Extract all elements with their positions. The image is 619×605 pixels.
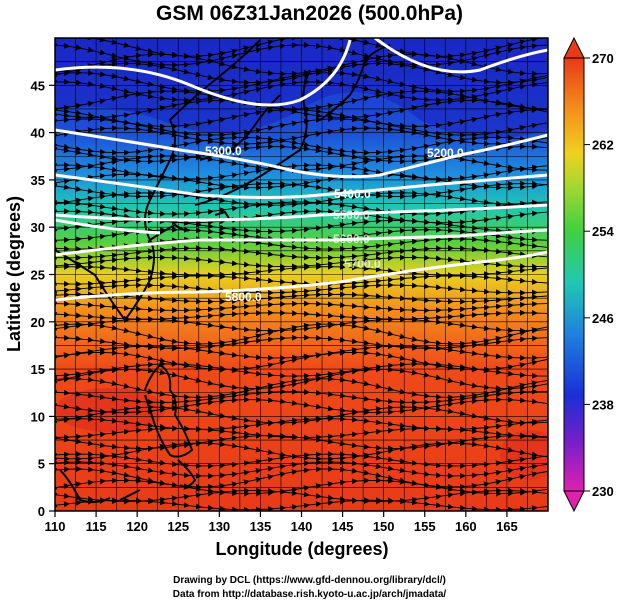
y-tick-label: 30: [31, 220, 45, 235]
x-tick-label: 160: [455, 519, 477, 534]
x-tick-label: 125: [167, 519, 189, 534]
x-tick-label: 145: [332, 519, 354, 534]
colorbar: 230 238 246 254 262 270: [563, 36, 614, 513]
y-tick-label: 20: [31, 315, 45, 330]
y-axis-label: Latitude (degrees): [4, 196, 24, 352]
x-tick-label: 120: [126, 519, 148, 534]
y-tick-label: 45: [31, 78, 45, 93]
y-tick-label: 15: [31, 362, 45, 377]
colorbar-top-arrow: [563, 36, 585, 59]
colorbar-bar: [563, 57, 585, 492]
chart-title: GSM 06Z31Jan2026 (500.0hPa): [155, 2, 463, 25]
contour-label: 5200.0: [427, 146, 464, 160]
y-tick-label: 35: [31, 173, 45, 188]
colorbar-tick-label: 270: [592, 51, 614, 66]
contour-label: 5800.0: [225, 290, 262, 304]
streamline: [55, 300, 548, 314]
warm-anomaly: [500, 430, 548, 480]
y-tick-label: 25: [31, 268, 45, 283]
colorbar-tick-label: 238: [592, 397, 614, 412]
contour-label: 5300.0: [205, 144, 242, 158]
x-tick-label: 135: [250, 519, 272, 534]
weather-map: 5300.0 5200.0 5400.0 5500.0 5600.0 5700.…: [4, 36, 614, 559]
x-axis-label: Longitude (degrees): [215, 539, 388, 559]
colorbar-bottom-arrow: [563, 490, 585, 513]
x-axis: 110 115 120 125 130 135 140 145 150 155 160 165: [45, 511, 518, 534]
colorbar-tick-label: 254: [592, 224, 614, 239]
x-tick-label: 150: [373, 519, 395, 534]
x-tick-label: 140: [291, 519, 313, 534]
contour-lines: [55, 38, 548, 302]
x-tick-label: 115: [86, 519, 107, 534]
map-grid: [55, 38, 548, 511]
colorbar-tick-label: 230: [592, 484, 614, 499]
streamline: [55, 497, 548, 511]
contour-label: 5500.0: [333, 208, 370, 222]
contour-label: 5400.0: [334, 187, 371, 201]
y-tick-label: 40: [31, 126, 45, 141]
y-tick-label: 5: [38, 457, 45, 472]
x-tick-label: 110: [45, 519, 66, 534]
x-tick-label: 130: [208, 519, 230, 534]
y-tick-label: 10: [31, 409, 45, 424]
colorbar-tick-label: 262: [592, 138, 614, 153]
contour-label: 5600.0: [333, 232, 370, 246]
y-tick-label: 0: [38, 504, 45, 519]
contour-label: 5700.0: [344, 257, 381, 271]
x-tick-label: 165: [496, 519, 518, 534]
x-tick-label: 155: [414, 519, 436, 534]
y-axis: 0 5 10 15 20 25 30 35 40 45: [31, 78, 55, 519]
colorbar-tick-label: 246: [592, 311, 614, 326]
footer-drawing-credit: Drawing by DCL (https://www.gfd-dennou.o…: [173, 575, 446, 586]
footer-data-source: Data from http://database.rish.kyoto-u.a…: [172, 589, 447, 600]
